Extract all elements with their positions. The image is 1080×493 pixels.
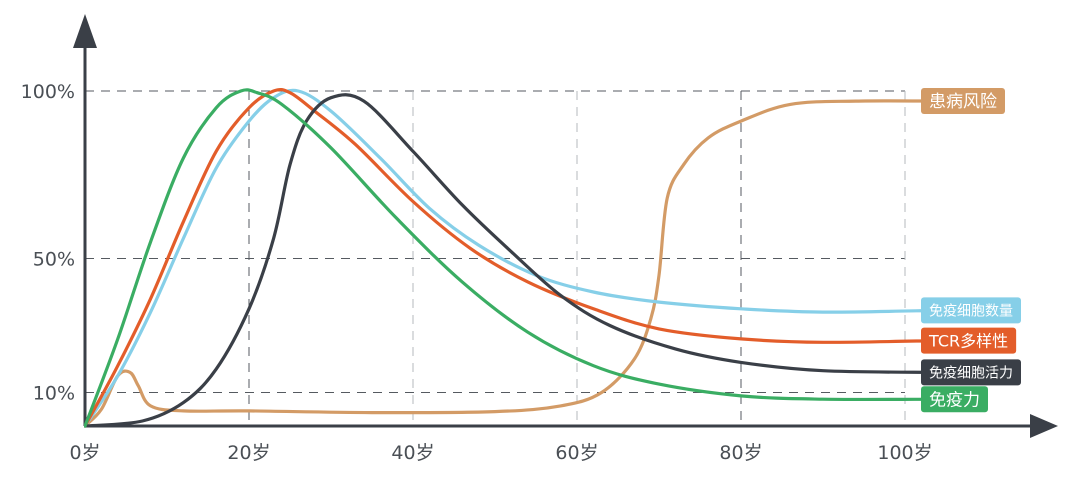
x-axis-arrow-icon [1030,414,1058,438]
legend-item: 免疫力 [921,386,988,413]
legend-swatch [921,297,1021,324]
series-line [84,87,940,428]
series-line [84,88,940,428]
y-tick-label: 100% [21,81,75,103]
legend-label: 免疫细胞活力 [929,365,1013,381]
series-line [84,88,940,428]
x-tick-label: 0岁 [69,442,100,464]
legend-swatch [921,88,1005,115]
axes [73,14,1058,438]
legend-label: 免疫力 [929,390,980,410]
legend-label: 免疫细胞数量 [929,303,1013,319]
legend-label: 患病风险 [929,92,997,112]
x-tick-label: 80岁 [719,442,762,464]
legend-item: 患病风险 [921,88,1005,115]
x-tick-label: 100岁 [877,442,932,464]
legend-item: 免疫细胞活力 [921,359,1021,386]
legend-item: TCR多样性 [921,327,1017,354]
legend-swatch [921,359,1021,386]
series-line [84,93,940,428]
y-tick-label: 10% [33,383,75,405]
legend-swatch [921,386,988,413]
legend-label: TCR多样性 [928,331,1008,350]
series-line [84,99,940,428]
series-lines [84,87,940,428]
legend-item: 免疫细胞数量 [921,297,1021,324]
x-tick-label: 40岁 [391,442,434,464]
y-axis-arrow-icon [73,14,97,48]
y-tick-label: 50% [33,249,75,271]
x-tick-label: 20岁 [227,442,270,464]
legend-swatch [921,327,1017,354]
x-tick-label: 60岁 [555,442,598,464]
grid-lines [85,90,906,426]
tick-labels: 0岁 20岁 40岁 60岁 80岁 100岁 10% 50% 100% [21,81,933,464]
